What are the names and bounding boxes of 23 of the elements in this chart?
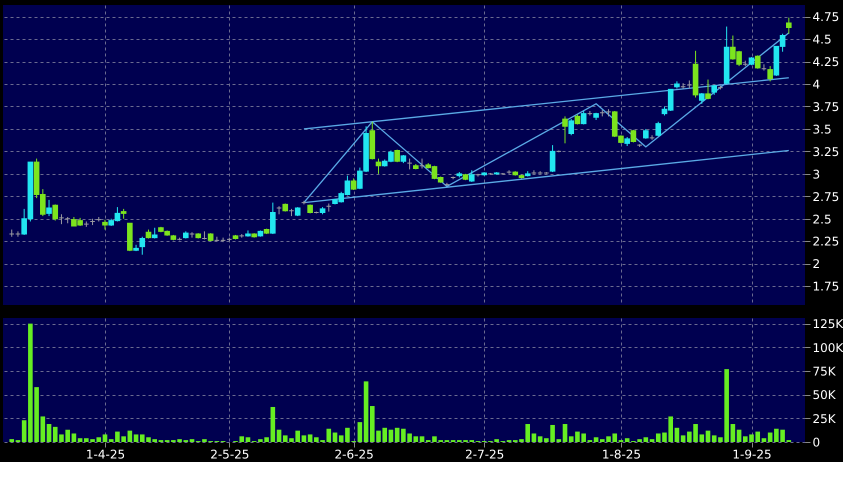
y-tick-label: 0 (812, 436, 820, 450)
y-tick-label: 3.5 (812, 122, 832, 136)
y-tick-label: 3.75 (812, 100, 840, 114)
y-tick-label: 2.25 (812, 234, 840, 249)
x-tick-label: 1-9-25 (732, 448, 772, 462)
y-tick-label: 3.25 (812, 144, 840, 159)
y-tick-label: 2 (812, 257, 820, 272)
y-tick-label: 50K (812, 388, 837, 402)
x-tick-label: 1-4-25 (86, 448, 126, 462)
x-tick-label: 2-6-25 (334, 448, 374, 462)
y-tick-label: 2.75 (812, 190, 840, 204)
y-tick-label: 75K (812, 364, 837, 379)
x-tick-label: 2-7-25 (465, 448, 504, 462)
y-tick-label: 4.5 (812, 32, 832, 47)
x-tick-label: 2-5-25 (210, 448, 250, 462)
y-tick-label: 4.75 (812, 10, 840, 24)
y-tick-label: 4.25 (812, 55, 840, 70)
y-tick-label: 1.75 (812, 280, 840, 294)
y-tick-label: 4 (812, 78, 820, 92)
y-tick-label: 25K (812, 412, 837, 426)
y-tick-label: 3 (812, 167, 820, 182)
y-tick-label: 2.5 (812, 212, 832, 226)
x-tick-label: 1-8-25 (602, 448, 642, 462)
